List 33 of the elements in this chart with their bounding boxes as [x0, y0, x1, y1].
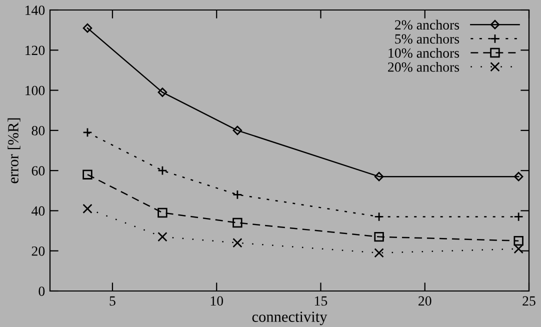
legend-label: 10% anchors — [388, 48, 460, 58]
x-axis-title: connectivity — [252, 312, 328, 326]
x-tick-label: 10 — [210, 296, 224, 306]
point — [232, 126, 242, 136]
point — [374, 232, 384, 242]
x-tick-label: 15 — [315, 296, 328, 306]
point — [158, 208, 168, 218]
point — [158, 232, 168, 242]
y-tick-label: 120 — [26, 46, 45, 56]
point — [514, 172, 524, 182]
point — [82, 170, 92, 180]
point — [82, 23, 92, 33]
y-axis-title: error [%R] — [8, 118, 20, 184]
point — [82, 204, 92, 214]
x-tick-label: 5 — [110, 296, 116, 306]
y-tick-label: 40 — [32, 206, 45, 216]
y-tick-label: 20 — [32, 246, 45, 256]
y-tick-label: 60 — [32, 166, 45, 176]
point — [232, 218, 242, 228]
legend-label: 20% anchors — [388, 62, 460, 72]
x-tick-label: 20 — [418, 296, 432, 306]
y-tick-label: 80 — [32, 126, 45, 136]
point — [158, 88, 168, 97]
point — [374, 248, 384, 258]
legend-label: 2% anchors — [394, 20, 460, 30]
x-tick-label: 25 — [522, 296, 536, 306]
y-tick-label: 0 — [38, 286, 45, 296]
y-tick-label: 140 — [26, 6, 45, 15]
point — [514, 236, 524, 246]
legend-label: 5% anchors — [395, 34, 460, 44]
y-tick-label: 100 — [26, 86, 45, 96]
point — [232, 238, 242, 248]
point — [374, 172, 384, 182]
